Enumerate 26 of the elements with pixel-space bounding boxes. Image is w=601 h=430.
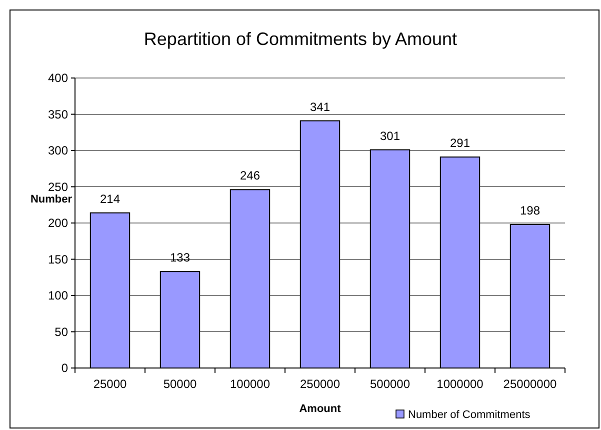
data-label: 214 (100, 192, 120, 206)
y-tick-label: 250 (48, 180, 68, 194)
x-tick-label: 25000 (93, 377, 128, 391)
x-tick-label: 50000 (163, 377, 198, 391)
chart-title: Repartition of Commitments by Amount (144, 29, 458, 49)
y-tick-label: 300 (48, 144, 68, 158)
x-tick-label: 1000000 (436, 377, 484, 391)
y-tick-label: 150 (48, 252, 68, 266)
x-tick-label: 100000 (230, 377, 270, 391)
data-label: 301 (380, 128, 400, 143)
y-tick-label: 100 (48, 288, 68, 302)
y-tick-label: 0 (61, 361, 68, 375)
y-tick-label: 50 (54, 324, 68, 339)
data-label: 246 (240, 168, 260, 183)
y-tick-label: 350 (48, 107, 68, 122)
y-axis-title: Number (30, 194, 73, 206)
y-tick-label: 200 (48, 216, 68, 230)
x-tick-label: 250000 (300, 377, 340, 391)
x-axis-title: Amount (299, 403, 342, 415)
x-tick-label: 500000 (370, 377, 410, 391)
data-label: 291 (450, 136, 470, 150)
data-label: 198 (520, 203, 540, 218)
y-tick-label: 400 (48, 71, 68, 85)
legend-label: Number of Commitments (408, 409, 531, 421)
data-label: 341 (310, 100, 330, 114)
x-tick-label: 25000000 (503, 377, 558, 391)
